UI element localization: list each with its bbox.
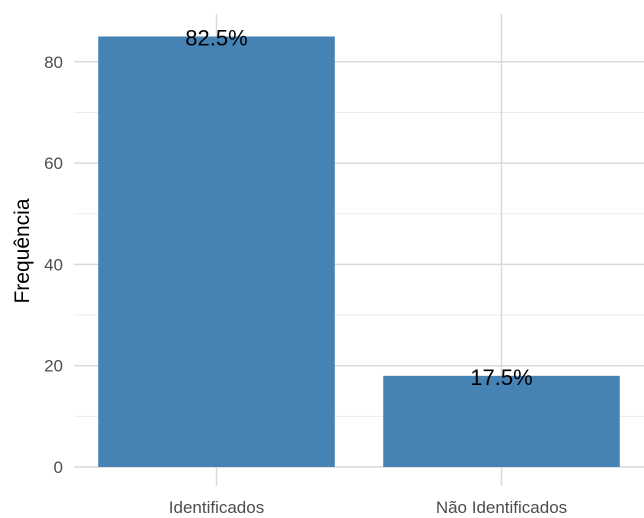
x-axis-ticks: Identificados Não Identificados [169, 498, 567, 517]
y-tick-label: 20 [44, 357, 63, 376]
bar-value-label: 82.5% [185, 25, 247, 50]
y-axis-title: Frequência [11, 198, 34, 303]
y-tick-label: 40 [44, 255, 63, 274]
bar-1 [98, 36, 335, 467]
bar-2 [383, 375, 620, 467]
y-tick-label: 80 [44, 53, 63, 72]
bar-value-label: 17.5% [470, 365, 532, 390]
x-tick-label: Não Identificados [436, 498, 567, 517]
x-tick-label: Identificados [169, 498, 264, 517]
y-tick-label: 60 [44, 154, 63, 173]
y-axis-ticks: 0 20 40 60 80 [44, 53, 63, 477]
y-tick-label: 0 [54, 458, 63, 477]
bar-labels-group: 82.5% 17.5% [185, 25, 532, 389]
bars-group [98, 36, 620, 467]
